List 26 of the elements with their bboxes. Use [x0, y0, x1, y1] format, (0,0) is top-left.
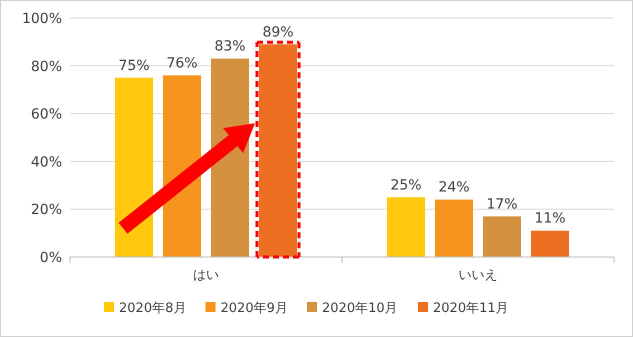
data-label: 76%	[166, 55, 198, 72]
x-tick-label: はい	[193, 268, 219, 283]
y-tick-label: 80%	[30, 58, 62, 75]
y-tick-label: 20%	[30, 202, 62, 218]
data-label: 25%	[390, 177, 422, 194]
bar	[435, 200, 473, 257]
data-label: 83%	[214, 38, 246, 55]
bar	[163, 75, 201, 257]
y-tick-label: 0%	[40, 250, 62, 266]
data-label: 75%	[118, 58, 150, 74]
legend-label: 2020年8月	[119, 301, 186, 316]
data-label: 17%	[486, 196, 518, 212]
bar	[387, 197, 425, 257]
data-label: 89%	[262, 24, 294, 40]
data-label: 11%	[534, 210, 566, 227]
legend-label: 2020年10月	[322, 301, 398, 316]
y-tick-label: 60%	[30, 106, 62, 123]
y-tick-label: 100%	[22, 11, 62, 27]
bar	[483, 216, 521, 257]
x-tick-label: いいえ	[458, 268, 498, 283]
data-label: 24%	[438, 180, 470, 196]
bar	[115, 78, 153, 257]
legend-label: 2020年9月	[220, 301, 288, 316]
legend-label: 2020年11月	[433, 301, 509, 316]
y-tick-label: 40%	[30, 154, 62, 170]
bar	[531, 230, 569, 257]
